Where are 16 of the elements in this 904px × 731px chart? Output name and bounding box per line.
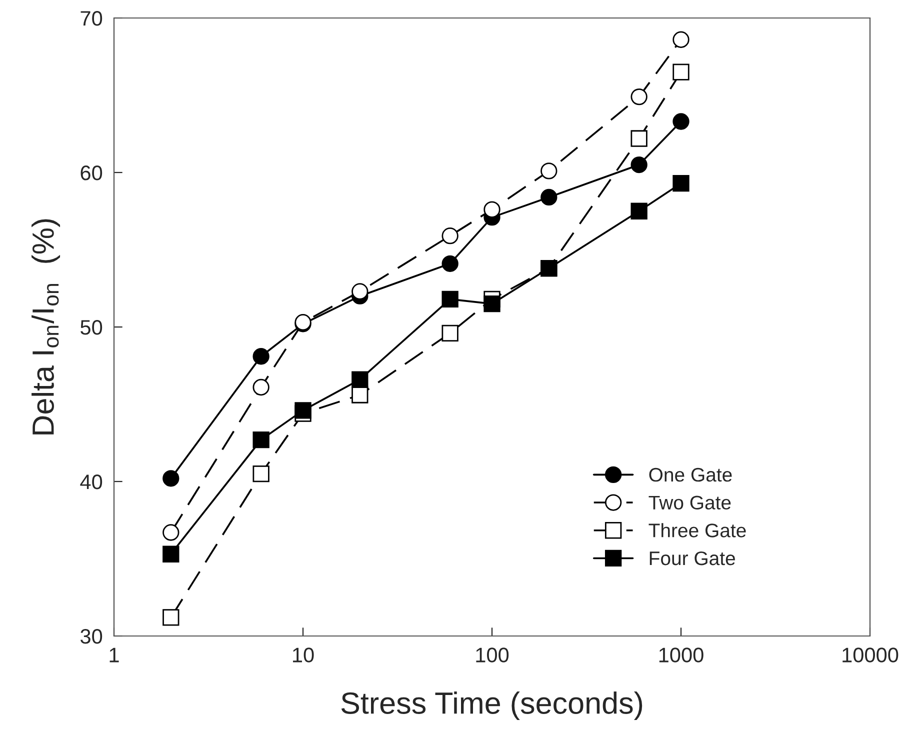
x-tick-label: 100 xyxy=(476,648,509,662)
y-tick-label: 60 xyxy=(80,166,102,180)
y-tick-label: 50 xyxy=(80,320,102,335)
legend-label: One Gate xyxy=(649,468,732,482)
y-tick-label: 40 xyxy=(80,474,102,490)
y-axis-title: Delta I$_{on}$/I$_{on}$ (%) xyxy=(32,219,60,434)
x-tick-label: 10000 xyxy=(842,648,898,662)
y-tick-label: 30 xyxy=(80,629,102,644)
x-tick-label: 1 xyxy=(110,648,119,662)
legend-label: Four Gate xyxy=(650,551,735,566)
x-tick-label: 1000 xyxy=(659,648,704,662)
legend-label: Three Gate xyxy=(648,523,746,538)
x-axis-title: Stress Time (seconds) xyxy=(341,692,642,720)
legend-label: Two Gate xyxy=(648,496,731,510)
y-tick-label: 70 xyxy=(80,11,102,26)
x-tick-label: 10 xyxy=(293,648,314,662)
